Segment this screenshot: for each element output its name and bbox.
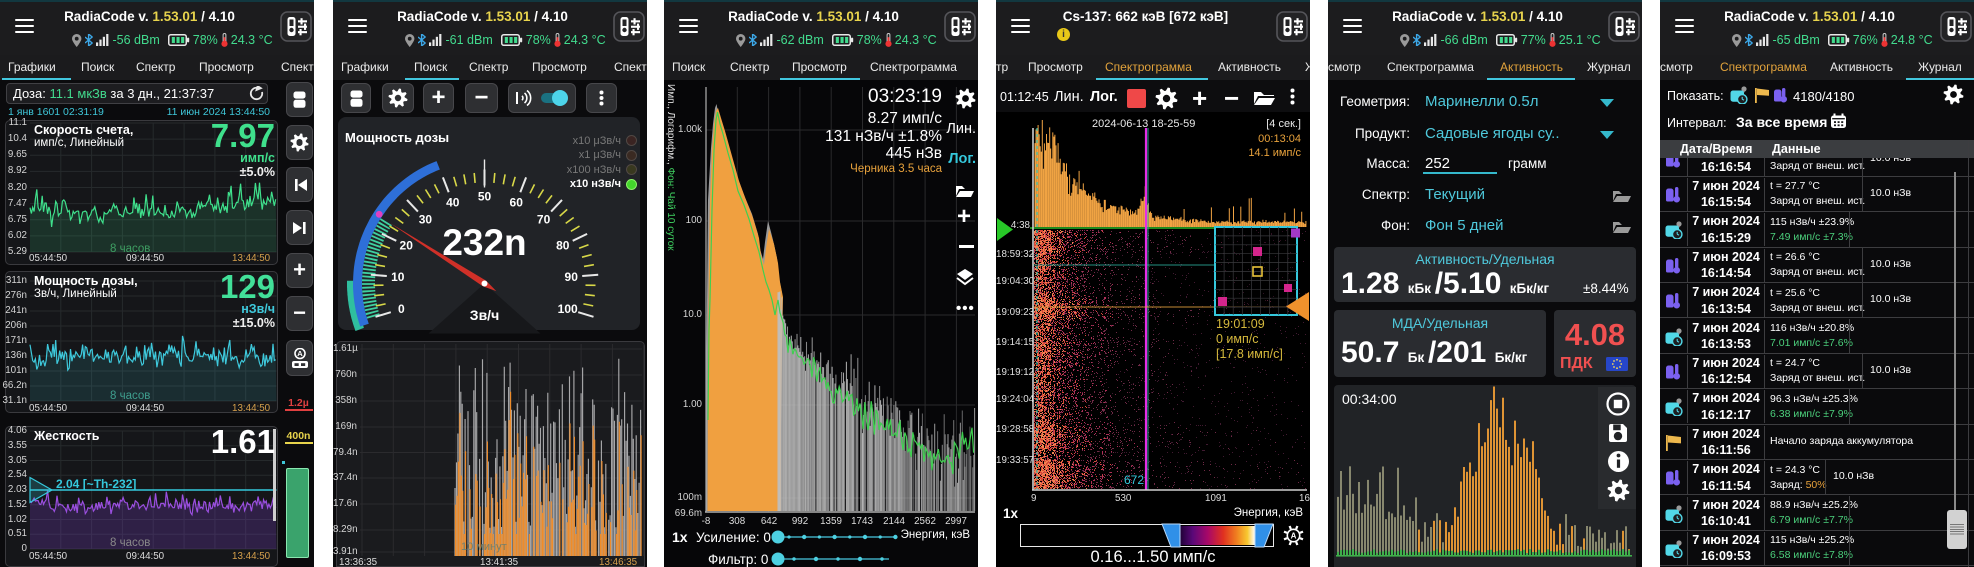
svg-text:80: 80	[556, 239, 570, 253]
svg-text:A: A	[1291, 532, 1297, 541]
svg-text:60: 60	[510, 196, 524, 210]
svg-text:90: 90	[565, 270, 579, 284]
svg-text:70: 70	[537, 213, 551, 227]
svg-text:0: 0	[398, 302, 405, 316]
svg-text:100: 100	[558, 302, 578, 316]
svg-text:A: A	[297, 349, 303, 358]
svg-text:30: 30	[419, 213, 433, 227]
svg-text:40: 40	[446, 196, 460, 210]
svg-text:50: 50	[478, 190, 492, 204]
svg-text:10: 10	[391, 270, 405, 284]
svg-text:20: 20	[400, 239, 414, 253]
